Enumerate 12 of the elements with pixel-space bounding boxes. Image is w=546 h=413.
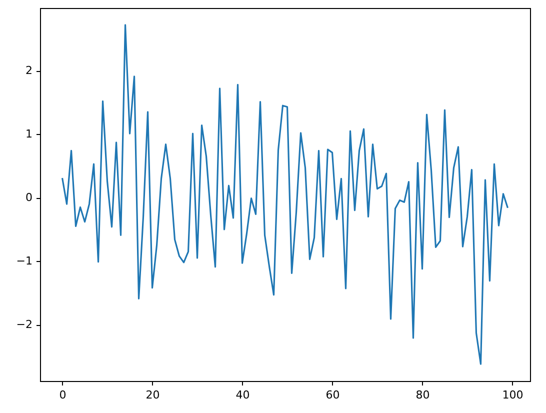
x-tick-label: 0 [59, 388, 66, 402]
y-tick-label: 1 [26, 128, 32, 141]
y-tick-label: 2 [26, 64, 32, 78]
x-tick-label: 60 [326, 388, 340, 402]
x-tick-label: 20 [146, 388, 160, 402]
y-tick-label: −2 [16, 318, 32, 332]
line-series [61, 24, 509, 365]
x-tick-label: 40 [236, 388, 250, 402]
x-tick-label: 80 [416, 388, 430, 402]
y-tick-label: 0 [26, 191, 32, 204]
y-tick-label: −1 [16, 254, 32, 268]
x-tick-label: 100 [502, 388, 524, 402]
